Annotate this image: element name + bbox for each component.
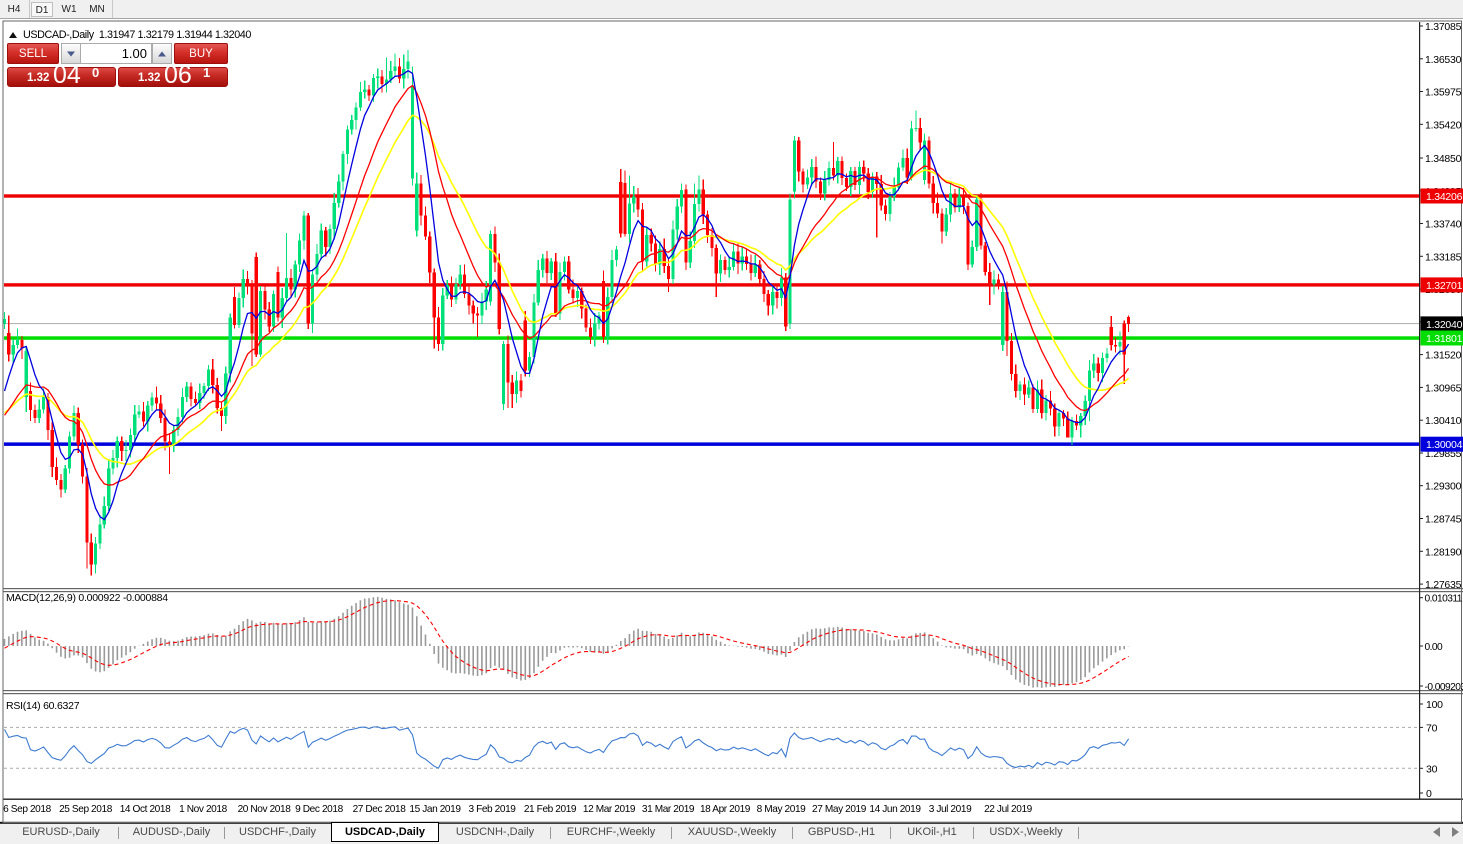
svg-text:100: 100: [1426, 699, 1443, 711]
svg-text:1.34206: 1.34206: [1426, 191, 1463, 203]
svg-text:1.30410: 1.30410: [1425, 415, 1462, 427]
svg-text:30: 30: [1426, 763, 1438, 775]
svg-text:12 Mar 2019: 12 Mar 2019: [583, 804, 636, 815]
svg-text:1.27635: 1.27635: [1425, 579, 1462, 591]
svg-text:0: 0: [1426, 788, 1432, 800]
svg-text:1.30965: 1.30965: [1425, 382, 1462, 394]
svg-text:27 May 2019: 27 May 2019: [812, 804, 867, 815]
svg-text:3 Feb 2019: 3 Feb 2019: [468, 804, 516, 815]
svg-text:1.28190: 1.28190: [1425, 546, 1462, 558]
svg-text:1.31520: 1.31520: [1425, 350, 1462, 362]
svg-text:6 Sep 2018: 6 Sep 2018: [3, 804, 51, 815]
svg-text:1.36530: 1.36530: [1425, 54, 1462, 66]
svg-text:1.35975: 1.35975: [1425, 87, 1462, 99]
svg-text:21 Feb 2019: 21 Feb 2019: [524, 804, 577, 815]
svg-text:MACD(12,26,9) 0.000922 -0.0008: MACD(12,26,9) 0.000922 -0.000884: [6, 592, 168, 604]
svg-text:14 Jun 2019: 14 Jun 2019: [869, 804, 921, 815]
svg-text:1.34850: 1.34850: [1425, 153, 1462, 165]
svg-text:1.29300: 1.29300: [1425, 481, 1462, 493]
svg-text:25 Sep 2018: 25 Sep 2018: [59, 804, 113, 815]
svg-text:27 Dec 2018: 27 Dec 2018: [353, 804, 407, 815]
svg-text:20 Nov 2018: 20 Nov 2018: [238, 804, 292, 815]
svg-text:1.30004: 1.30004: [1426, 439, 1463, 451]
svg-text:70: 70: [1426, 722, 1438, 734]
svg-text:8 May 2019: 8 May 2019: [757, 804, 807, 815]
svg-text:1.28745: 1.28745: [1425, 514, 1462, 526]
svg-text:31 Mar 2019: 31 Mar 2019: [642, 804, 695, 815]
svg-text:1.32040: 1.32040: [1426, 319, 1463, 331]
svg-text:0.010311: 0.010311: [1425, 594, 1463, 605]
svg-text:1.37085: 1.37085: [1425, 21, 1462, 33]
svg-text:9 Dec 2018: 9 Dec 2018: [295, 804, 343, 815]
svg-text:3 Jul 2019: 3 Jul 2019: [929, 804, 972, 815]
svg-text:22 Jul 2019: 22 Jul 2019: [984, 804, 1033, 815]
svg-text:0.00: 0.00: [1425, 642, 1444, 653]
svg-text:1.35420: 1.35420: [1425, 119, 1462, 131]
svg-text:1.33740: 1.33740: [1425, 219, 1462, 231]
svg-text:1 Nov 2018: 1 Nov 2018: [179, 804, 227, 815]
svg-text:RSI(14) 60.6327: RSI(14) 60.6327: [6, 700, 80, 712]
svg-text:18 Apr 2019: 18 Apr 2019: [700, 804, 751, 815]
svg-text:1.31801: 1.31801: [1426, 333, 1463, 345]
svg-text:15 Jan 2019: 15 Jan 2019: [409, 804, 461, 815]
svg-text:14 Oct 2018: 14 Oct 2018: [120, 804, 171, 815]
svg-text:-0.009203: -0.009203: [1425, 682, 1463, 693]
svg-text:1.33185: 1.33185: [1425, 251, 1462, 263]
svg-text:1.32701: 1.32701: [1426, 280, 1463, 292]
